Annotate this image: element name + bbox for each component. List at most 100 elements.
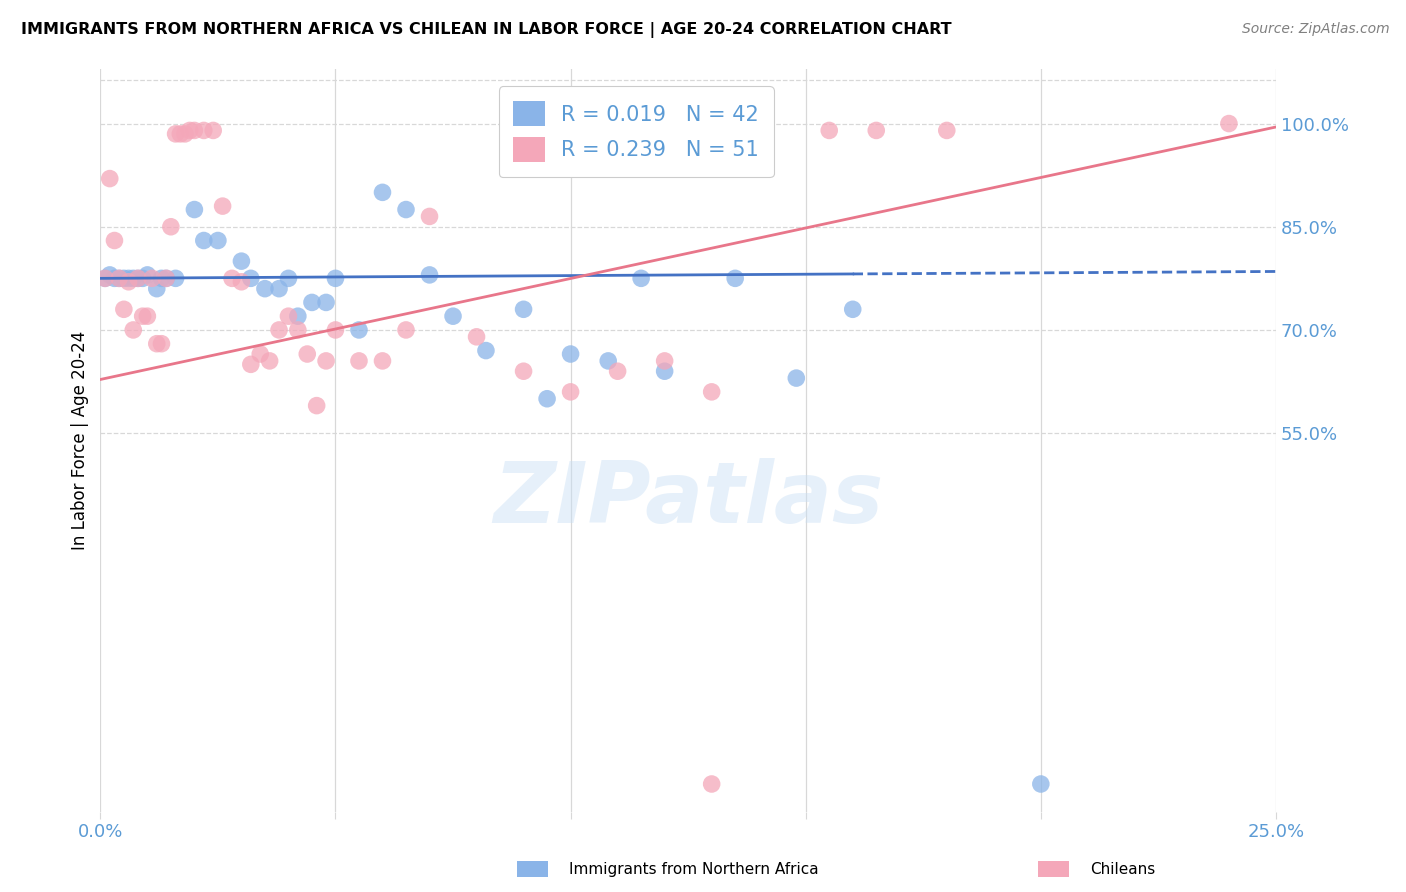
Text: Immigrants from Northern Africa: Immigrants from Northern Africa <box>569 863 820 877</box>
Point <box>842 302 865 317</box>
Point <box>155 271 177 285</box>
Point <box>160 219 183 234</box>
Point <box>249 347 271 361</box>
Point <box>259 354 281 368</box>
Point <box>94 271 117 285</box>
Point <box>136 268 159 282</box>
Y-axis label: In Labor Force | Age 20-24: In Labor Force | Age 20-24 <box>72 330 89 549</box>
Point <box>277 271 299 285</box>
Point <box>193 123 215 137</box>
Point <box>560 347 582 361</box>
Point <box>512 302 534 317</box>
Point <box>287 309 309 323</box>
Point <box>211 199 233 213</box>
Point <box>287 323 309 337</box>
Point <box>150 271 173 285</box>
Point <box>165 271 187 285</box>
Point <box>174 127 197 141</box>
Point <box>146 282 169 296</box>
Point <box>112 271 135 285</box>
Point <box>267 323 290 337</box>
Point <box>94 271 117 285</box>
Point <box>150 336 173 351</box>
Point <box>785 371 807 385</box>
Point <box>277 309 299 323</box>
Point <box>183 123 205 137</box>
Point <box>748 123 770 137</box>
Point <box>98 171 121 186</box>
Point <box>441 309 464 323</box>
Point <box>117 275 139 289</box>
Point <box>818 123 841 137</box>
Point <box>103 271 125 285</box>
Point <box>267 282 290 296</box>
Point <box>598 354 620 368</box>
Point <box>536 392 558 406</box>
Point <box>305 399 328 413</box>
Point <box>108 271 131 285</box>
Point <box>301 295 323 310</box>
Point <box>325 323 347 337</box>
Point <box>183 202 205 217</box>
Text: IMMIGRANTS FROM NORTHERN AFRICA VS CHILEAN IN LABOR FORCE | AGE 20-24 CORRELATIO: IMMIGRANTS FROM NORTHERN AFRICA VS CHILE… <box>21 22 952 38</box>
Point <box>347 354 370 368</box>
Point <box>347 323 370 337</box>
Point <box>117 271 139 285</box>
Point <box>146 336 169 351</box>
Text: Chileans: Chileans <box>1090 863 1154 877</box>
Point <box>239 271 262 285</box>
Point <box>371 354 394 368</box>
Point <box>136 309 159 323</box>
Point <box>371 186 394 200</box>
Point <box>606 364 628 378</box>
Point <box>103 234 125 248</box>
Text: Source: ZipAtlas.com: Source: ZipAtlas.com <box>1241 22 1389 37</box>
Point <box>325 271 347 285</box>
Point <box>315 354 337 368</box>
Point <box>865 123 887 137</box>
Point <box>654 364 676 378</box>
Text: ZIPatlas: ZIPatlas <box>494 458 883 541</box>
Point <box>395 202 418 217</box>
Point <box>221 271 243 285</box>
Point <box>131 309 153 323</box>
Point <box>297 347 319 361</box>
Point <box>465 330 488 344</box>
Point <box>475 343 498 358</box>
Point <box>654 354 676 368</box>
Point <box>724 271 747 285</box>
Point <box>231 254 253 268</box>
Point <box>231 275 253 289</box>
Point <box>155 271 177 285</box>
Point <box>700 384 723 399</box>
Point <box>141 271 163 285</box>
Point <box>131 271 153 285</box>
Legend: R = 0.019   N = 42, R = 0.239   N = 51: R = 0.019 N = 42, R = 0.239 N = 51 <box>499 87 773 177</box>
Point <box>193 234 215 248</box>
Point <box>700 777 723 791</box>
Point <box>122 323 145 337</box>
Point <box>202 123 225 137</box>
Point <box>630 271 652 285</box>
Point <box>560 384 582 399</box>
Point <box>98 268 121 282</box>
Point <box>112 302 135 317</box>
Point <box>1218 117 1240 131</box>
Point <box>1029 777 1052 791</box>
Point <box>122 271 145 285</box>
Point <box>207 234 229 248</box>
Point <box>239 357 262 371</box>
Point <box>169 127 191 141</box>
Point <box>179 123 201 137</box>
Point <box>935 123 957 137</box>
Point <box>127 271 149 285</box>
Point <box>315 295 337 310</box>
Point <box>127 271 149 285</box>
Point <box>418 210 440 224</box>
Point <box>395 323 418 337</box>
Point <box>418 268 440 282</box>
Point <box>108 271 131 285</box>
Point <box>512 364 534 378</box>
Point <box>253 282 276 296</box>
Point <box>165 127 187 141</box>
